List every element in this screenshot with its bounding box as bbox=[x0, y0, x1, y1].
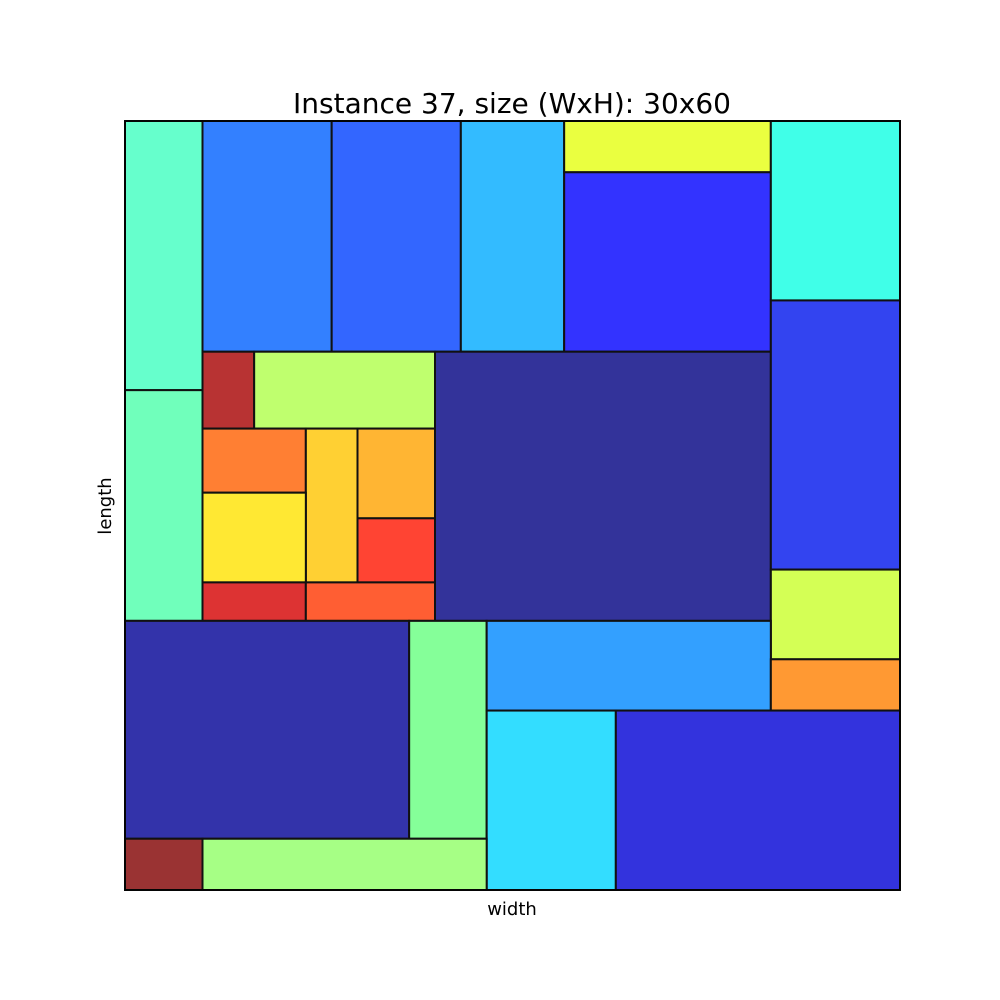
packed-rectangle-13 bbox=[201, 427, 307, 494]
chart-title: Instance 37, size (WxH): 30x60 bbox=[293, 87, 731, 120]
packed-rectangle-22 bbox=[408, 619, 488, 840]
packed-rectangle-14 bbox=[304, 427, 359, 584]
packed-rectangle-6 bbox=[563, 171, 772, 353]
y-axis-label: length bbox=[95, 477, 116, 534]
packed-rectangle-25 bbox=[485, 709, 617, 891]
packed-rectangle-24 bbox=[769, 658, 901, 712]
plot-frame bbox=[124, 120, 901, 891]
packed-rectangle-11 bbox=[434, 350, 772, 622]
packed-rectangle-1 bbox=[124, 120, 204, 392]
packed-rectangle-16 bbox=[201, 491, 307, 584]
packed-rectangle-3 bbox=[330, 120, 462, 353]
packed-rectangle-2 bbox=[201, 120, 333, 353]
packed-rectangle-28 bbox=[201, 837, 488, 892]
x-axis-label: width bbox=[487, 899, 537, 920]
packed-rectangle-27 bbox=[124, 837, 204, 892]
packed-rectangle-10 bbox=[253, 350, 436, 430]
packed-rectangle-9 bbox=[201, 350, 256, 430]
packed-rectangle-20 bbox=[769, 568, 901, 661]
packed-rectangle-5 bbox=[563, 120, 772, 174]
packed-rectangle-15 bbox=[356, 427, 436, 520]
packed-rectangle-26 bbox=[614, 709, 901, 891]
packed-rectangle-18 bbox=[201, 581, 307, 622]
packed-rectangle-8 bbox=[124, 389, 204, 622]
packed-rectangle-23 bbox=[485, 619, 772, 712]
packed-rectangle-17 bbox=[356, 517, 436, 584]
packed-rectangle-19 bbox=[304, 581, 437, 622]
rectangles-group bbox=[124, 120, 901, 892]
packed-rectangle-21 bbox=[124, 619, 411, 840]
packed-rectangle-7 bbox=[769, 120, 901, 302]
packed-rectangle-12 bbox=[769, 299, 901, 571]
packed-rectangle-4 bbox=[459, 120, 566, 353]
